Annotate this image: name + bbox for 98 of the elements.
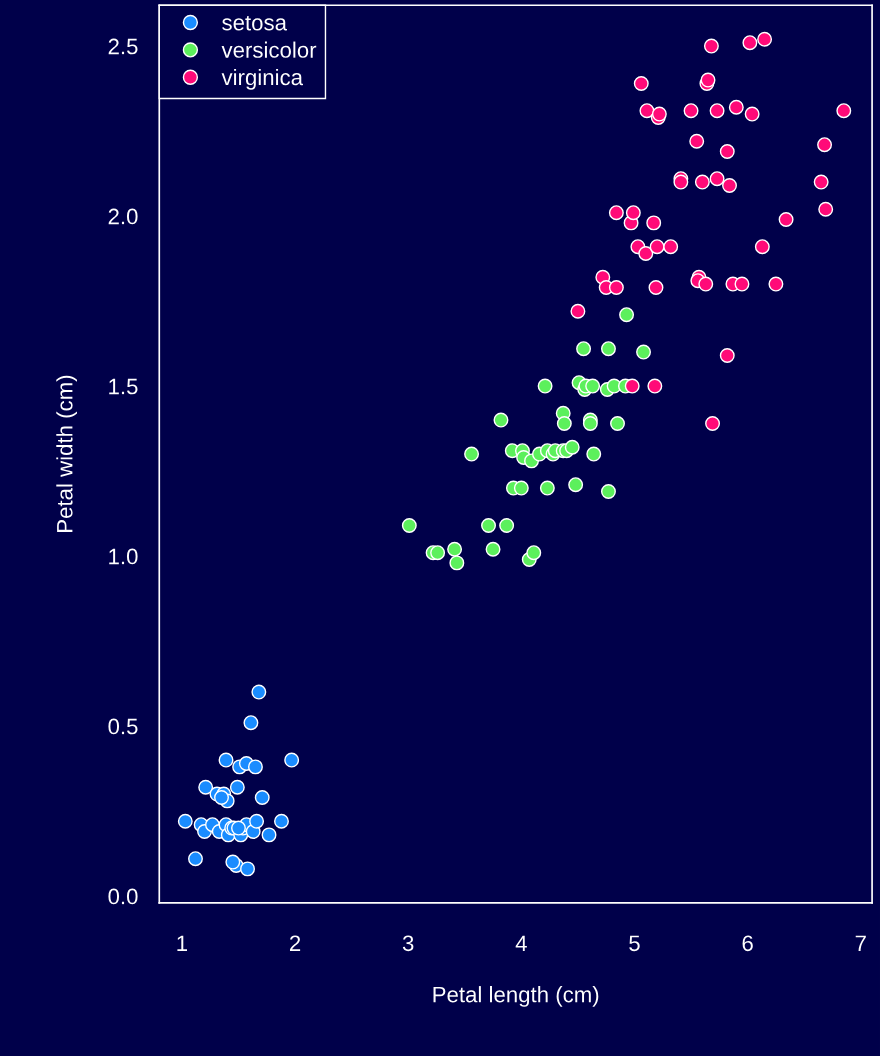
y-axis-title: Petal width (cm) <box>56 375 77 532</box>
point <box>663 239 679 255</box>
point <box>817 137 833 153</box>
point <box>526 545 542 561</box>
point <box>633 76 649 91</box>
point <box>836 103 852 119</box>
point <box>564 439 580 455</box>
point <box>430 545 446 561</box>
point <box>198 779 214 795</box>
x-axis-title: Petal length (cm) <box>433 986 599 1007</box>
point <box>646 215 662 231</box>
point <box>624 378 640 394</box>
point <box>719 144 735 159</box>
point <box>619 307 635 323</box>
point <box>734 276 750 292</box>
point <box>608 205 624 221</box>
point <box>700 72 716 88</box>
point <box>648 280 664 295</box>
point <box>600 484 616 499</box>
point <box>254 790 270 805</box>
x-tick-label: 2 <box>289 935 301 951</box>
point <box>274 813 289 829</box>
point <box>499 518 515 533</box>
point <box>284 752 300 768</box>
point <box>447 541 463 557</box>
point <box>576 341 592 357</box>
point <box>225 854 241 870</box>
point <box>261 827 277 843</box>
point <box>249 813 265 829</box>
point <box>243 715 259 731</box>
point <box>537 378 553 394</box>
point <box>449 555 465 571</box>
point <box>218 752 234 768</box>
point <box>464 446 480 462</box>
point <box>742 35 758 51</box>
point <box>188 851 203 867</box>
point <box>709 171 725 187</box>
point <box>401 518 417 533</box>
point <box>247 759 263 775</box>
y-tick-label: 0.5 <box>108 718 138 735</box>
y-tick-label: 1.5 <box>109 378 138 395</box>
point <box>722 178 737 193</box>
point <box>610 416 625 431</box>
point <box>625 205 641 221</box>
x-tick-label: 7 <box>855 935 866 951</box>
x-tick-label: 1 <box>177 935 187 951</box>
point <box>240 861 255 877</box>
point <box>768 276 784 292</box>
point <box>728 99 744 115</box>
point <box>638 246 654 261</box>
x-tick-label: 6 <box>742 935 753 952</box>
point <box>485 541 501 557</box>
x-tick-label: 3 <box>402 935 414 952</box>
point <box>703 38 719 54</box>
point <box>709 103 725 119</box>
point <box>705 416 721 431</box>
x-tick-label: 5 <box>629 935 640 952</box>
point <box>719 348 735 363</box>
point <box>568 477 584 493</box>
point <box>493 412 509 428</box>
point <box>818 201 834 217</box>
y-tick-label: 2.0 <box>108 208 138 225</box>
y-tick-label: 2.5 <box>108 38 138 55</box>
point <box>694 174 710 190</box>
point <box>778 212 794 227</box>
point <box>586 446 602 462</box>
point <box>600 341 616 357</box>
legend-label: virginica <box>221 68 304 90</box>
point <box>647 378 663 394</box>
x-tick-label: 4 <box>515 935 527 951</box>
point <box>214 790 229 805</box>
point <box>649 239 665 255</box>
point <box>813 174 829 190</box>
point <box>651 106 667 122</box>
point <box>481 518 496 533</box>
point <box>744 106 760 122</box>
legend-label: versicolor <box>221 41 317 58</box>
point <box>229 779 245 795</box>
point <box>754 239 770 255</box>
point <box>582 416 598 431</box>
y-tick-label: 1.0 <box>109 548 138 565</box>
y-tick-label: 0.0 <box>108 888 138 905</box>
point <box>231 820 246 836</box>
legend-label: setosa <box>222 15 287 31</box>
point <box>639 103 655 119</box>
point <box>570 303 586 319</box>
point <box>585 378 601 394</box>
point <box>683 103 699 119</box>
point <box>636 344 651 360</box>
point <box>556 416 572 431</box>
point <box>608 280 624 295</box>
point <box>251 684 267 700</box>
point <box>513 480 529 496</box>
point <box>177 813 193 829</box>
point <box>539 480 555 496</box>
point <box>689 133 705 149</box>
point <box>757 31 773 47</box>
point <box>698 276 714 292</box>
